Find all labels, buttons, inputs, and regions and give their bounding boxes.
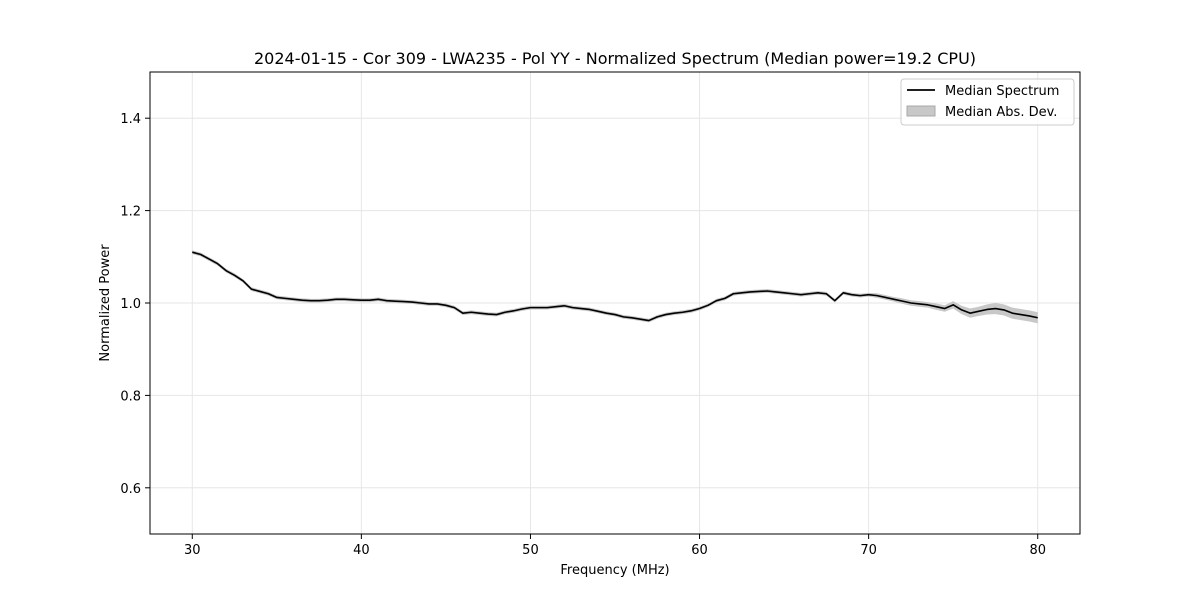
grid-lines xyxy=(150,72,1080,534)
y-axis-ticks: 0.6 0.8 1.0 1.2 1.4 xyxy=(120,112,150,497)
x-tick-label: 50 xyxy=(522,543,539,558)
chart-title: 2024-01-15 - Cor 309 - LWA235 - Pol YY -… xyxy=(254,49,976,68)
x-tick-label: 80 xyxy=(1029,543,1046,558)
y-tick-label: 1.0 xyxy=(120,297,141,312)
x-tick-label: 60 xyxy=(691,543,708,558)
legend-label-median-abs-dev: Median Abs. Dev. xyxy=(945,105,1057,120)
mad-band xyxy=(192,250,1038,324)
series-line-layer xyxy=(192,251,1038,322)
mad-band-layer xyxy=(192,250,1038,324)
x-axis-ticks: 30 40 50 60 70 80 xyxy=(184,534,1046,558)
y-tick-label: 0.6 xyxy=(120,482,141,497)
y-axis-label: Normalized Power xyxy=(98,244,113,362)
y-tick-label: 1.4 xyxy=(120,112,141,127)
x-axis-label: Frequency (MHz) xyxy=(560,563,669,578)
x-tick-label: 30 xyxy=(184,543,201,558)
y-tick-label: 0.8 xyxy=(120,389,141,404)
legend-label-median-spectrum: Median Spectrum xyxy=(945,84,1059,99)
legend-patch-swatch xyxy=(906,105,936,117)
x-tick-label: 40 xyxy=(353,543,370,558)
x-tick-label: 70 xyxy=(860,543,877,558)
legend-box xyxy=(900,78,1075,126)
median-spectrum-line xyxy=(192,251,1038,322)
y-tick-label: 1.2 xyxy=(120,205,141,220)
legend: Median Spectrum Median Abs. Dev. xyxy=(900,78,1075,126)
